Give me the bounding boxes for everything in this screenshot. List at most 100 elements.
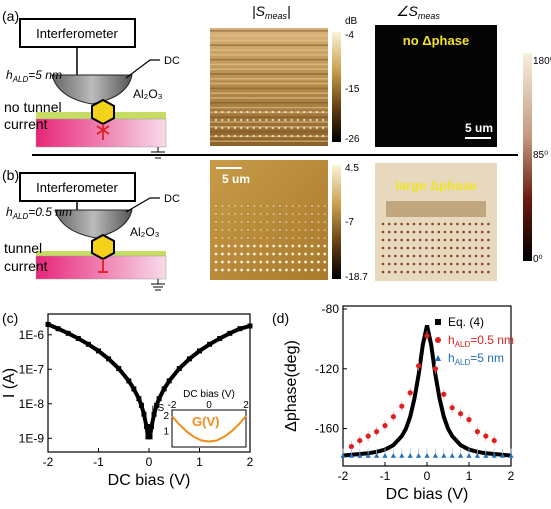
inset-curve (171, 415, 247, 443)
thickness-label: hALD=5 nm (6, 68, 62, 84)
map-dot (247, 205, 249, 207)
map-dot (304, 205, 307, 207)
map-dot (272, 229, 275, 231)
map-dot (266, 229, 269, 231)
map-dot (323, 244, 327, 248)
map-dot (240, 260, 244, 264)
map-dot (240, 213, 243, 215)
map-dot (227, 244, 231, 248)
map-dot (233, 110, 236, 114)
phase-dot (480, 270, 484, 274)
map-dot (297, 252, 301, 256)
map-dot (309, 118, 312, 122)
data-point-0p5nm (382, 423, 388, 429)
map-dot (291, 268, 295, 272)
phase-dot (480, 238, 484, 242)
phase-dot (456, 254, 459, 258)
data-point-0p5nm (424, 333, 430, 339)
phase-dot (387, 270, 391, 274)
phase-dot (468, 230, 472, 234)
iv-curve (47, 322, 251, 439)
map-dot (234, 205, 237, 207)
map-dot (265, 110, 268, 114)
legend-label-tail: =5 nm (470, 351, 504, 365)
inset-y-tick-label: 2 (163, 411, 169, 422)
phase-dot (456, 262, 459, 266)
phase-dot (394, 246, 397, 250)
map-dot (265, 260, 269, 264)
data-point-0p5nm (449, 405, 455, 411)
data-point-5nm (340, 453, 346, 458)
map-dot (279, 237, 281, 239)
phase-dot (449, 230, 453, 234)
map-dot (259, 260, 263, 264)
phase-dot (449, 238, 453, 242)
map-dot (227, 126, 230, 130)
interferometer-label: Interferometer (36, 180, 118, 195)
map-dot (259, 229, 262, 231)
map-dot (246, 134, 249, 138)
map-dot (233, 126, 236, 130)
map-dot (291, 244, 295, 248)
phase-chart: -2 -1 0 1 2 -80 -120 -160 DC bias (V) Δphase(deg)… (283, 302, 515, 503)
map-dot (215, 205, 217, 207)
map-dot (240, 252, 244, 256)
data-point-5nm (416, 453, 422, 458)
map-dot (272, 205, 275, 207)
map-dot (221, 237, 224, 239)
map-dot (272, 268, 275, 272)
phase-dot (474, 262, 478, 266)
data-point-5nm (374, 453, 380, 458)
map-dot (214, 252, 218, 256)
phase-dot (474, 254, 478, 258)
phase-dot (487, 238, 490, 242)
phase-dot (443, 270, 447, 274)
panel-d: (d) -2 -1 0 1 2 -80 -120 -160 DC bias (V) Δphase(… (272, 302, 515, 503)
map-dot (253, 229, 256, 231)
data-point-5nm (466, 453, 472, 458)
map-dot (323, 221, 326, 223)
map-dot (215, 213, 217, 215)
y-axis-label: Δphase(deg) (283, 340, 300, 432)
map-dot (265, 134, 268, 138)
map-dot (303, 110, 306, 114)
phase-dot (387, 262, 391, 266)
map-dot (304, 244, 307, 248)
legend-label-0p5nm: hALD=0.5 nm (448, 333, 514, 349)
data-point-5nm (407, 453, 413, 458)
map-stripe (210, 68, 328, 70)
map-dot (304, 237, 307, 239)
map-dot (317, 260, 320, 264)
map-dot (265, 252, 269, 256)
map-stripe (210, 82, 328, 85)
phase-dot (394, 230, 397, 234)
legend-label-tail: =0.5 nm (470, 333, 514, 347)
map-dot (214, 110, 218, 114)
phase-dot (480, 230, 484, 234)
map-stripe (210, 73, 328, 75)
map-dot (322, 126, 325, 130)
phase-dot (425, 230, 428, 234)
map-dot (298, 229, 301, 231)
data-point-5nm (390, 453, 396, 458)
oxide-label: Al₂O₃ (133, 87, 163, 101)
phase-dot (381, 238, 385, 242)
map-dot (285, 268, 288, 272)
phase-dot (406, 230, 410, 234)
map-stripe (210, 126, 328, 128)
map-dot (304, 213, 307, 215)
map-dot (290, 118, 293, 122)
phase-dot (387, 246, 391, 250)
phase-dot (431, 230, 434, 234)
phase-pattern-block (386, 201, 486, 217)
phase-dot (425, 270, 428, 274)
map-dot (221, 221, 224, 223)
map-dot (215, 221, 217, 223)
panel-a-label: (a) (2, 8, 19, 24)
map-stripe (210, 39, 328, 42)
map-dot (285, 244, 288, 248)
eq4-curve (342, 324, 512, 458)
map-dot (214, 260, 218, 264)
data-point-5nm (382, 453, 388, 458)
data-point-0p5nm (432, 366, 438, 372)
